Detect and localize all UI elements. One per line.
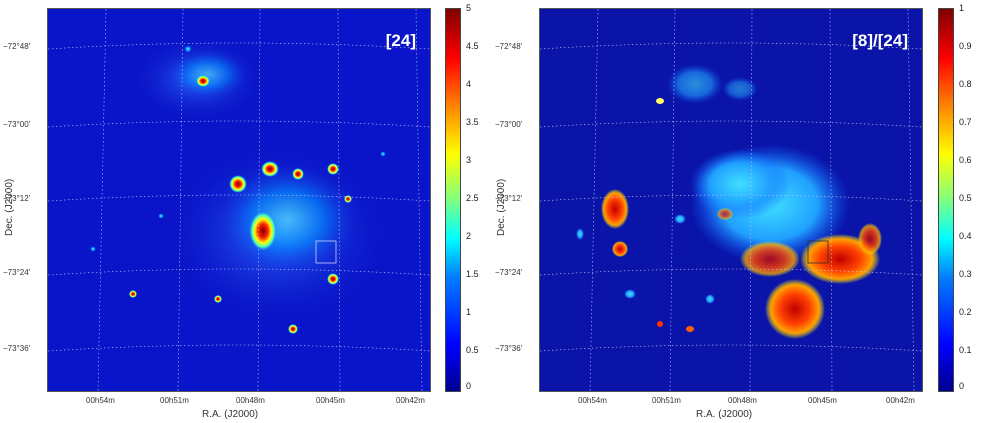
right-ra-tick: 00h45m [808,396,837,405]
right-colorbar-tick: 0 [959,381,965,391]
left-colorbar-tick: 2 [466,231,472,241]
right-dec-tick: −73°12' [495,194,523,203]
right-ra-tick: 00h48m [728,396,757,405]
right-colorbar-tick: 0.8 [959,79,972,89]
right-colorbar-tick: 0.1 [959,345,972,355]
left-colorbar-tick: 5 [466,3,472,13]
left-colorbar-tick: 1 [466,307,472,317]
right-dec-tick: −72°48' [495,42,523,51]
right-ra-tick: 00h51m [652,396,681,405]
right-map-image [540,9,922,391]
left-dec-tick: −73°24' [3,268,31,277]
right-colorbar-tick: 0.4 [959,231,972,241]
left-y-axis-label: Dec. (J2000) [4,178,15,236]
right-colorbar-tick: 0.2 [959,307,972,317]
right-map-8-24-ratio: [8]/[24] [539,8,923,392]
right-colorbar-tick: 0.9 [959,41,972,51]
right-dec-tick: −73°00' [495,120,523,129]
right-colorbar-tick: 0.5 [959,193,972,203]
left-colorbar-tick: 3 [466,155,472,165]
left-ra-tick: 00h42m [396,396,425,405]
right-colorbar-tick: 1 [959,3,965,13]
left-dec-tick: −73°12' [3,194,31,203]
right-dec-tick: −73°24' [495,268,523,277]
right-ra-tick: 00h54m [578,396,607,405]
left-colorbar [445,8,461,392]
left-ra-tick: 00h45m [316,396,345,405]
right-ra-tick: 00h42m [886,396,915,405]
right-colorbar-tick: 0.7 [959,117,972,127]
right-colorbar-tick: 0.6 [959,155,972,165]
left-ra-tick: 00h48m [236,396,265,405]
left-dec-tick: −73°36' [3,344,31,353]
left-dec-tick: −72°48' [3,42,31,51]
left-colorbar-tick: 3.5 [466,117,479,127]
left-x-axis-label: R.A. (J2000) [202,409,259,420]
right-dec-tick: −73°36' [495,344,523,353]
left-colorbar-tick: 0 [466,381,472,391]
left-colorbar-tick: 4 [466,79,472,89]
left-colorbar-tick: 0.5 [466,345,479,355]
left-map-24micron: [24] [47,8,431,392]
left-ra-tick: 00h51m [160,396,189,405]
left-colorbar-tick: 2.5 [466,193,479,203]
left-colorbar-tick: 1.5 [466,269,479,279]
right-y-axis-label: Dec. (J2000) [496,178,507,236]
left-colorbar-tick: 4.5 [466,41,479,51]
left-dec-tick: −73°00' [3,120,31,129]
right-colorbar-tick: 0.3 [959,269,972,279]
right-x-axis-label: R.A. (J2000) [696,409,753,420]
right-panel-label: [8]/[24] [852,31,908,50]
left-panel-label: [24] [385,31,416,50]
left-map-image [48,9,430,391]
left-ra-tick: 00h54m [86,396,115,405]
right-colorbar [938,8,954,392]
